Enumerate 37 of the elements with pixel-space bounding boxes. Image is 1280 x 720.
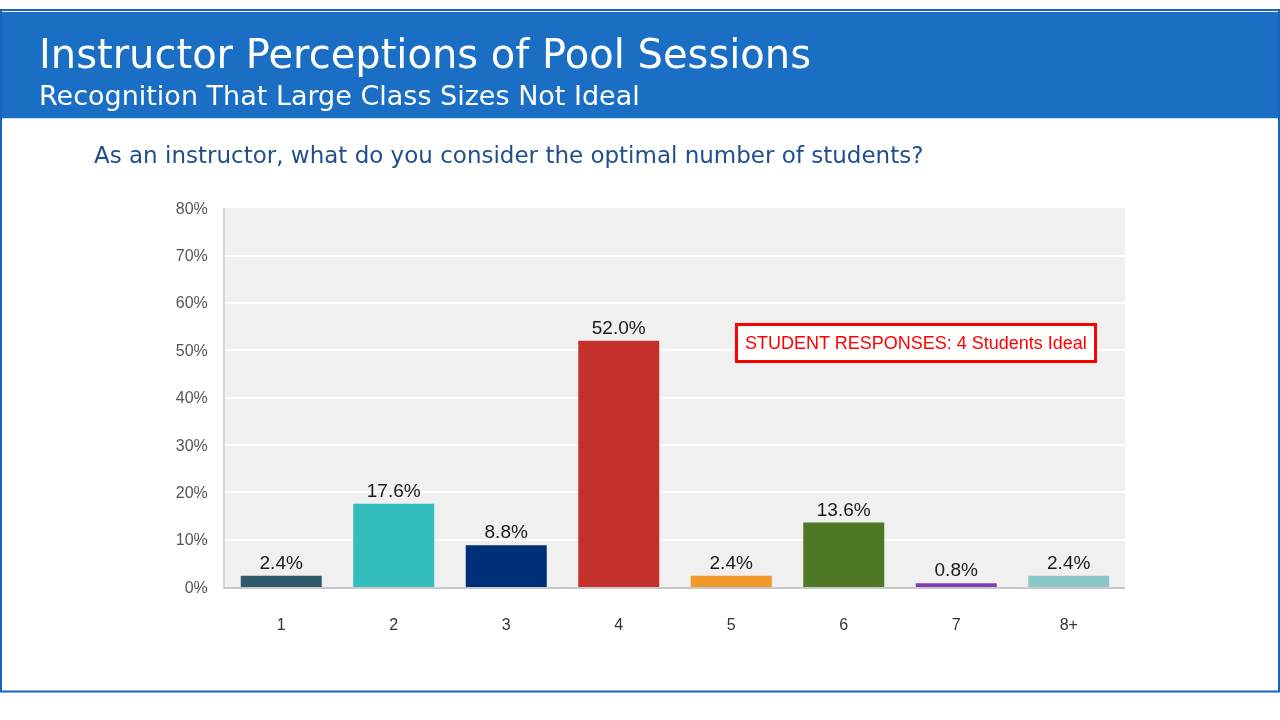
x-tick-label: 2: [389, 616, 399, 634]
x-tick-label: 7: [951, 616, 961, 634]
y-tick-label: 30%: [175, 436, 208, 454]
y-tick-label: 10%: [175, 531, 208, 549]
annotation: STUDENT RESPONSES: 4 Students Ideal: [745, 333, 1087, 353]
bar: [803, 522, 885, 587]
y-tick-label: 20%: [175, 483, 208, 501]
y-tick-label: 40%: [175, 389, 208, 407]
data-label: 8.8%: [484, 521, 528, 543]
data-label: 2.4%: [259, 551, 303, 573]
x-tick-label: 3: [501, 616, 511, 634]
y-tick-label: 60%: [175, 294, 208, 312]
bar: [465, 545, 547, 587]
x-tick-label: 5: [726, 616, 736, 634]
x-tick-label: 4: [614, 616, 624, 634]
text: As an instructor, what do you consider the optimal number of students?: [94, 142, 924, 168]
y-tick-label: 70%: [175, 247, 208, 265]
x-tick-label: 6: [839, 616, 849, 634]
y-tick-label: 50%: [175, 341, 208, 359]
data-label: 0.8%: [934, 559, 978, 581]
bar: [240, 575, 322, 587]
bar: [690, 575, 772, 587]
x-tick-label: 1: [276, 616, 286, 634]
bar: [578, 340, 660, 587]
data-label: 17.6%: [366, 479, 421, 501]
bar: [353, 503, 435, 587]
data-label: 2.4%: [709, 551, 753, 573]
data-label: 52.0%: [591, 316, 646, 338]
bar: [915, 583, 997, 587]
bar: [1028, 575, 1110, 587]
chart-title: Instructor Perceptions of Pool Sessions: [39, 31, 812, 77]
x-tick-label: 8+: [1059, 616, 1078, 634]
y-tick-label: 0%: [184, 578, 208, 596]
y-tick-label: 80%: [175, 199, 208, 217]
data-label: 2.4%: [1047, 551, 1091, 573]
chart-subtitle: Recognition That Large Class Sizes Not Ideal: [39, 80, 640, 111]
data-label: 13.6%: [816, 498, 871, 520]
